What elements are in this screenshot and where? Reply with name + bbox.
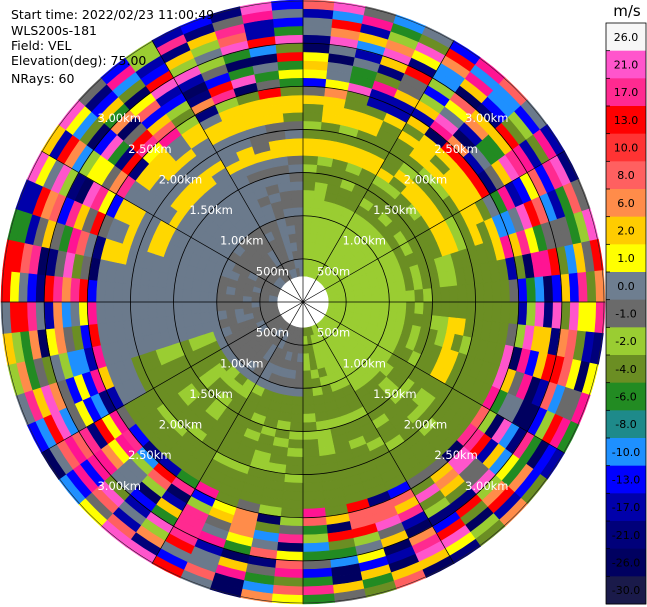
colorbar-segment	[606, 465, 646, 494]
colorbar-tick-label: 21.0	[614, 59, 639, 72]
colorbar-segment	[606, 272, 646, 301]
range-ring-label: 2.00km	[404, 418, 447, 432]
range-ring	[173, 172, 433, 432]
range-ring-label: 2.50km	[128, 142, 171, 156]
range-ring	[86, 85, 520, 519]
colorbar-segment	[606, 410, 646, 439]
colorbar-tick-label: -30.0	[612, 584, 640, 597]
instrument-label: WLS200s-181	[11, 23, 97, 38]
colorbar-unit: m/s	[613, 2, 641, 20]
polar-grid: 500m 500m 500m 500m 1.00km 1.00km 1.00km 1.00km…	[1, 0, 605, 604]
range-ring	[130, 129, 476, 475]
colorbar-segment	[606, 576, 646, 605]
colorbar-tick-label: -2.0	[615, 335, 636, 348]
range-ring	[43, 42, 563, 562]
range-ring-label: 3.00km	[97, 111, 140, 125]
colorbar-tick-label: -6.0	[615, 391, 636, 404]
range-ring-label: 1.00km	[343, 234, 386, 248]
colorbar-segment	[606, 355, 646, 384]
range-ring	[259, 258, 347, 346]
range-ring	[216, 215, 390, 389]
range-ring-label: 1.00km	[220, 356, 263, 370]
range-ring-label: 1.00km	[343, 356, 386, 370]
colorbar-tick-label: -4.0	[615, 363, 636, 376]
colorbar-segment	[606, 521, 646, 550]
colorbar-segment	[606, 327, 646, 356]
colorbar-tick-label: -8.0	[615, 418, 636, 431]
range-ring-label: 2.00km	[159, 172, 202, 186]
range-ring-label: 1.50km	[189, 203, 232, 217]
range-ring-label: 3.00km	[465, 479, 508, 493]
range-ring-label: 500m	[256, 264, 289, 278]
range-ring-label: 2.50km	[434, 448, 477, 462]
range-ring-label: 2.00km	[404, 172, 447, 186]
colorbar-segment	[606, 78, 646, 107]
colorbar-tick-label: 2.0	[617, 225, 635, 238]
colorbar-tick-label: 8.0	[617, 169, 635, 182]
colorbar-segment	[606, 106, 646, 135]
colorbar-tick-label: 10.0	[614, 142, 639, 155]
colorbar-segment	[606, 216, 646, 245]
colorbar-tick-label: 0.0	[617, 280, 635, 293]
range-ring-label: 500m	[317, 264, 350, 278]
colorbar-segment	[606, 50, 646, 79]
range-ring-label: 1.50km	[373, 387, 416, 401]
range-ring-label: 2.50km	[434, 142, 477, 156]
range-ring-label: 2.00km	[159, 418, 202, 432]
colorbar-tick-label: -26.0	[612, 557, 640, 570]
colorbar-tick-label: -13.0	[612, 474, 640, 487]
colorbar-segment	[606, 382, 646, 411]
nrays-label: NRays: 60	[11, 71, 75, 86]
start-time-label: Start time: 2022/02/23 11:00:49	[11, 7, 215, 22]
colorbar-tick-label: -21.0	[612, 529, 640, 542]
colorbar-tick-label: 6.0	[617, 197, 635, 210]
range-ring-label: 500m	[256, 326, 289, 340]
colorbar-segment	[606, 133, 646, 162]
colorbar-tick-label: -17.0	[612, 501, 640, 514]
colorbar-segment	[606, 189, 646, 218]
colorbar-tick-label: -1.0	[615, 308, 636, 321]
colorbar-segment	[606, 161, 646, 190]
range-ring-label: 1.50km	[373, 203, 416, 217]
range-ring-label: 3.00km	[465, 111, 508, 125]
colorbar-segment	[606, 244, 646, 273]
colorbar-tick-label: 13.0	[614, 114, 639, 127]
elevation-label: Elevation(deg): 75.00	[11, 53, 147, 68]
range-ring-label: 1.00km	[220, 234, 263, 248]
field-label: Field: VEL	[11, 38, 72, 53]
range-ring-label: 2.50km	[128, 448, 171, 462]
colorbar-segment	[606, 299, 646, 328]
range-ring-label: 3.00km	[97, 479, 140, 493]
colorbar-tick-label: 26.0	[614, 31, 639, 44]
range-ring-label: 500m	[317, 326, 350, 340]
colorbar-tick-label: 17.0	[614, 86, 639, 99]
colorbar-segment	[606, 23, 646, 52]
colorbar-segment	[606, 493, 646, 522]
colorbar-segment	[606, 548, 646, 577]
colorbar-tick-label: -10.0	[612, 446, 640, 459]
colorbar-segment	[606, 438, 646, 467]
colorbar-tick-label: 1.0	[617, 252, 635, 265]
range-ring-label: 1.50km	[189, 387, 232, 401]
